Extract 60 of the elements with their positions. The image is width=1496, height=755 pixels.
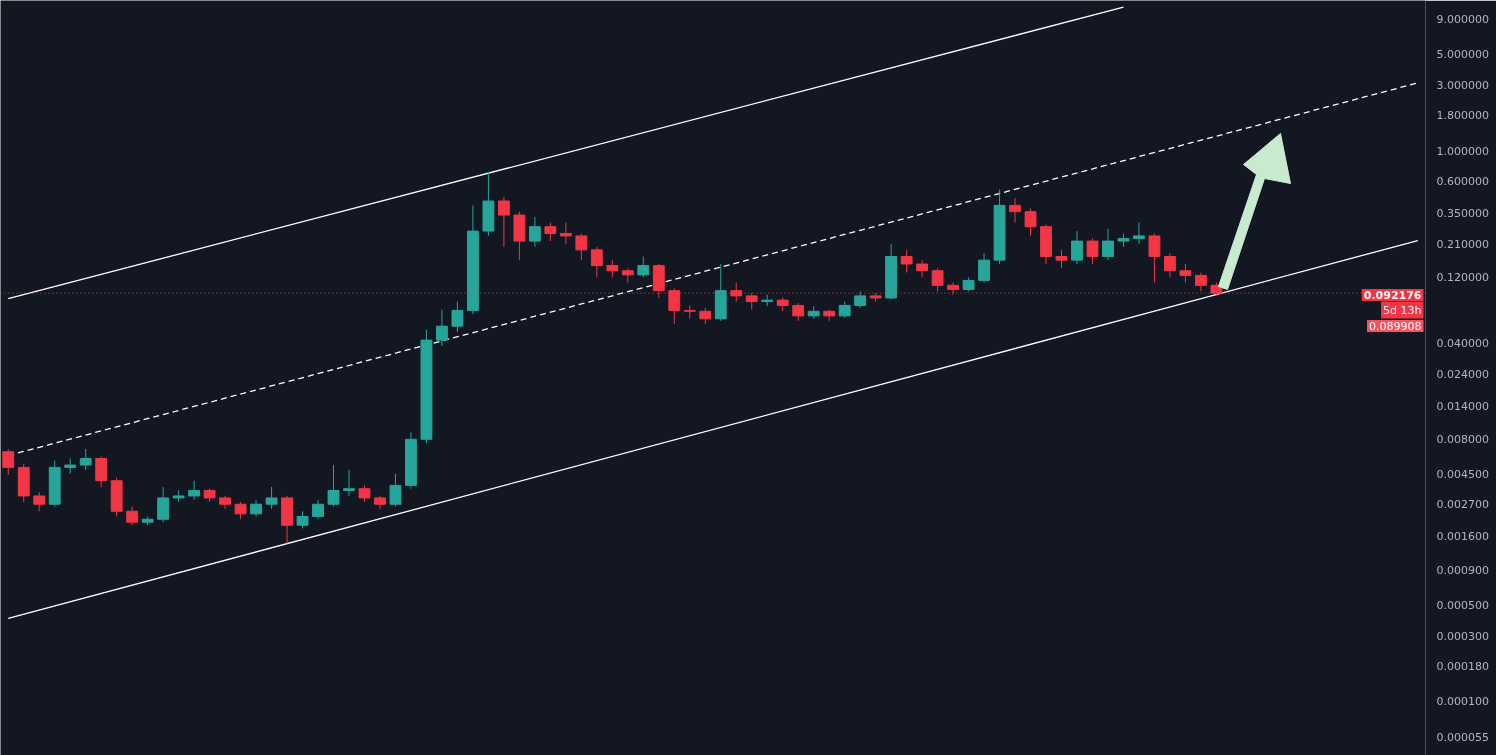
candlestick: [916, 259, 929, 278]
y-tick-label: 0.024000: [1436, 367, 1489, 381]
candlestick: [451, 301, 464, 333]
candlestick: [157, 486, 170, 523]
y-tick-label: 0.001600: [1436, 529, 1489, 543]
y-tick-label: 1.000000: [1436, 144, 1489, 158]
candlestick: [637, 256, 650, 278]
candlestick: [1086, 237, 1099, 265]
candlestick: [327, 464, 340, 507]
candlestick: [312, 499, 324, 520]
candlestick: [79, 448, 92, 471]
candlestick: [900, 249, 913, 274]
y-tick-label: 0.120000: [1436, 271, 1489, 285]
y-tick-label: 0.008000: [1436, 433, 1489, 447]
candlestick: [1148, 232, 1161, 284]
candlestick: [544, 222, 557, 242]
y-tick-label: 0.000055: [1436, 731, 1489, 745]
y-tick-label: 0.210000: [1436, 237, 1489, 251]
y-tick-label: 0.000100: [1436, 695, 1489, 709]
y-tick-label: 9.000000: [1436, 13, 1489, 27]
candlestick: [188, 480, 201, 501]
y-tick-label: 0.040000: [1436, 337, 1489, 351]
y-tick-label: 5.000000: [1436, 48, 1489, 62]
candlestick: [343, 469, 355, 497]
y-tick-label: 0.002700: [1436, 498, 1489, 512]
y-tick-label: 0.350000: [1436, 207, 1489, 221]
y-tick-label: 0.000900: [1436, 563, 1489, 577]
y-tick-label: 0.000180: [1436, 660, 1489, 674]
candlestick: [436, 309, 448, 347]
y-tick-label: 0.000500: [1436, 599, 1489, 613]
candlestick: [528, 216, 541, 248]
y-tick-label: 1.800000: [1436, 109, 1489, 123]
candlestick: [1102, 228, 1114, 261]
candlestick: [590, 246, 603, 278]
candlestick: [497, 196, 510, 248]
candlestick: [575, 232, 588, 261]
candlestick: [1024, 207, 1037, 237]
candlestick: [33, 491, 46, 512]
candlestick: [1071, 230, 1083, 265]
candlestick: [978, 252, 990, 284]
candlestick: [1133, 222, 1145, 245]
y-tick-label: 0.000300: [1436, 629, 1489, 643]
candlestick: [2, 448, 15, 476]
candlestick: [683, 304, 696, 320]
annotation: 5d 13h: [1383, 303, 1422, 317]
candlestick: [265, 486, 278, 510]
annotation: 0.089908: [1369, 320, 1422, 334]
candlestick: [95, 455, 108, 488]
y-tick-label: 0.004500: [1436, 467, 1489, 481]
candlestick: [1179, 263, 1192, 284]
candlestick: [1055, 249, 1068, 269]
candlestick: [559, 222, 572, 245]
y-tick-label: 0.014000: [1436, 399, 1489, 413]
ref-line-label: 0.092176: [1363, 289, 1422, 303]
candlestick: [126, 505, 139, 526]
candlestick: [1009, 197, 1021, 224]
candlestick: [389, 473, 402, 507]
candlestick: [1164, 252, 1176, 278]
y-tick-label: 3.000000: [1436, 78, 1489, 92]
y-tick-label: 0.600000: [1436, 175, 1489, 189]
